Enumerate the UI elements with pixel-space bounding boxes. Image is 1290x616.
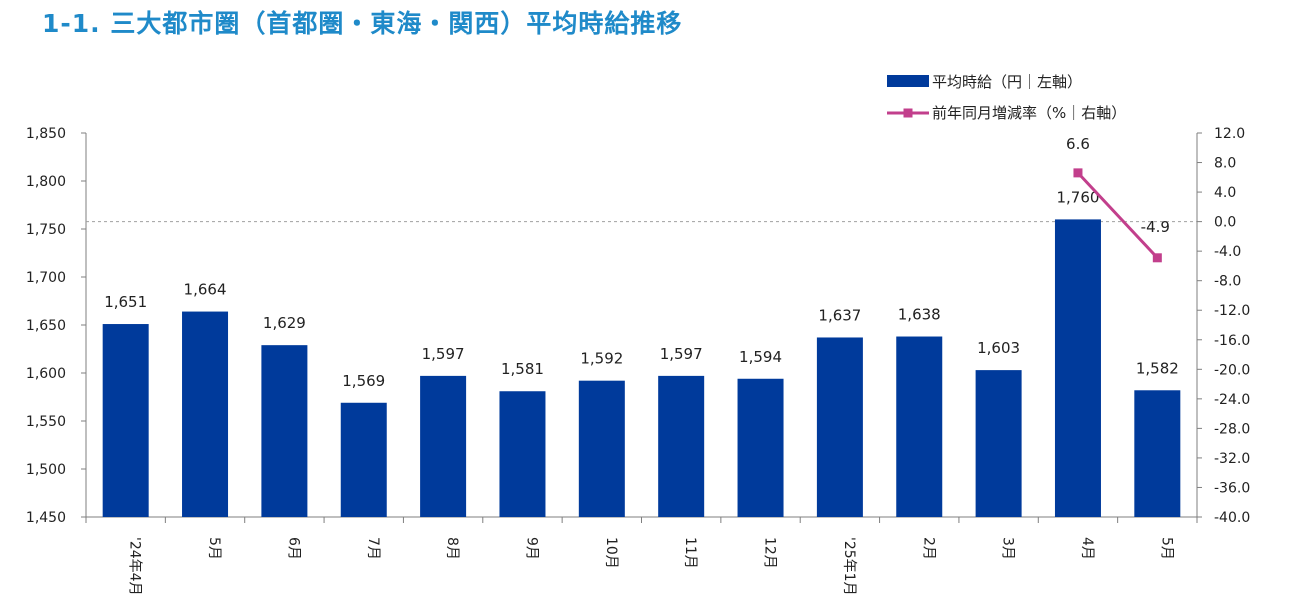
bar-data-label: 1,592 [580,350,623,368]
growth-rate-data-label: -4.9 [1141,218,1170,236]
right-tick-label: -36.0 [1214,480,1250,496]
bar-data-label: 1,594 [739,348,782,366]
right-tick-label: 4.0 [1214,185,1236,201]
x-category-label: 8月 [444,537,460,560]
x-category-label: 6月 [285,537,301,560]
right-tick-label: -32.0 [1214,451,1250,467]
growth-rate-marker [1152,253,1162,263]
right-tick-label: -28.0 [1214,421,1250,437]
x-category-label: 12月 [762,537,778,569]
right-tick-label: 0.0 [1214,215,1236,231]
right-tick-label: -12.0 [1214,303,1250,319]
left-tick-label: 1,450 [26,510,66,526]
right-tick-label: -24.0 [1214,392,1250,408]
x-category-label: '25年1月 [841,537,857,596]
bar [1134,390,1181,517]
bar [816,337,863,517]
x-category-label: 9月 [523,537,539,560]
right-tick-label: 8.0 [1214,156,1236,172]
right-tick-label: -40.0 [1214,510,1250,526]
bar [896,336,943,517]
left-tick-label: 1,650 [26,318,66,334]
x-category-label: 11月 [682,537,698,569]
x-category-label: 5月 [206,537,222,560]
bar-data-label: 1,629 [263,314,306,332]
bar-data-label: 1,569 [342,372,385,390]
right-tick-label: -20.0 [1214,362,1250,378]
right-tick-label: -16.0 [1214,333,1250,349]
left-tick-label: 1,600 [26,366,66,382]
bar [499,391,546,517]
bar [975,370,1022,517]
bar [658,375,705,517]
x-category-label: 4月 [1079,537,1095,560]
bar [102,324,149,517]
bar-data-label: 1,651 [104,293,147,311]
bar [340,402,387,517]
bar-data-label: 1,597 [660,345,703,363]
x-category-label: 2月 [920,537,936,560]
bar [261,345,308,517]
bar-data-label: 1,638 [898,306,941,324]
left-tick-label: 1,700 [26,270,66,286]
bar-data-label: 1,637 [818,306,861,324]
growth-rate-marker [1073,168,1083,178]
bar [182,311,229,517]
left-tick-label: 1,550 [26,414,66,430]
bar-data-label: 1,664 [184,281,227,299]
legend-line-label: 前年同月増減率（%｜右軸） [932,104,1126,122]
bar [737,378,784,517]
left-tick-label: 1,800 [26,174,66,190]
bar-data-label: 1,582 [1136,359,1179,377]
x-category-label: '24年4月 [127,537,143,596]
legend-bar-label: 平均時給（円｜左軸） [932,73,1082,91]
growth-rate-line [1076,171,1159,259]
x-category-label: 5月 [1158,537,1174,560]
legend-bar-swatch [887,75,929,87]
bar [578,380,625,517]
x-category-label: 7月 [365,537,381,560]
bar [420,375,467,517]
left-tick-label: 1,500 [26,462,66,478]
x-category-label: 10月 [603,537,619,569]
bar-data-label: 1,603 [977,339,1020,357]
right-tick-label: 12.0 [1214,126,1245,142]
bar [1054,219,1101,517]
bar-data-label: 1,597 [422,345,465,363]
growth-rate-data-label: 6.6 [1066,135,1090,153]
right-tick-label: -8.0 [1214,274,1241,290]
bar-data-label: 1,581 [501,360,544,378]
left-tick-label: 1,750 [26,222,66,238]
left-tick-label: 1,850 [26,126,66,142]
x-category-label: 3月 [1000,537,1016,560]
legend-line-marker [903,108,913,118]
page-title: 1-1. 三大都市圏（首都圏・東海・関西）平均時給推移 [42,9,683,38]
bar-data-label: 1,760 [1056,188,1099,206]
right-tick-label: -4.0 [1214,244,1241,260]
